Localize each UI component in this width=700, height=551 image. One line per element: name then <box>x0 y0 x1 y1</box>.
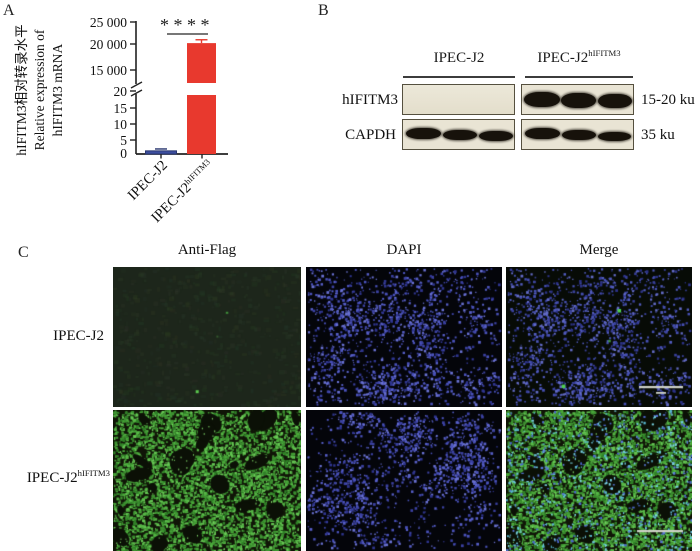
x-label-ipec-j2: IPEC-J2 <box>125 158 171 204</box>
panel-c-label: C <box>18 244 29 261</box>
blot-band <box>598 94 632 108</box>
blot-group-header-hifitm3-sup: hIFITM3 <box>588 48 621 58</box>
row-label-hifitm3-sup: hIFITM3 <box>77 468 110 478</box>
blot-band <box>524 92 560 107</box>
row-label-ipec-j2-text: IPEC-J2 <box>53 328 104 344</box>
micrograph-merge-ipec-j2 <box>506 267 692 407</box>
blot-hifitm3-ipec-j2-hifitm3 <box>521 84 634 115</box>
row-label-hifitm3-base: IPEC-J2 <box>26 470 78 486</box>
blot-group-header-hifitm3-base: IPEC-J2 <box>537 50 589 66</box>
blot-hifitm3-ipec-j2 <box>402 84 515 115</box>
bar-chart: hIFITM3相对转录水平 Relative expression of hIF… <box>14 15 228 226</box>
blot-size-label-15-20ku: 15-20 ku <box>641 92 695 108</box>
micrograph-merge-ipec-j2-hifitm3 <box>506 410 692 551</box>
y-axis-label-line-3: hIFITM3 mRNA <box>50 43 65 136</box>
micrograph-dapi-ipec-j2 <box>306 267 502 407</box>
y-tick-label-lower-4: 20 <box>114 84 128 99</box>
y-tick-label-lower-2: 10 <box>114 117 128 132</box>
y-axis-label-line-1: hIFITM3相对转录水平 <box>14 24 29 155</box>
blot-group-underline-right <box>525 76 633 78</box>
blot-band <box>406 128 441 139</box>
blot-band <box>525 128 560 139</box>
bar-ipec-j2-hifitm3-lower <box>187 95 216 154</box>
column-header-anti-flag: Anti-Flag <box>177 242 237 258</box>
blot-band <box>561 93 596 108</box>
blot-group-header-ipec-j2-text: IPEC-J2 <box>433 50 485 66</box>
axis-break-slash-2 <box>130 89 143 97</box>
blot-row-label-hifitm3: hIFITM3 <box>342 92 398 108</box>
blot-size-label-35ku: 35 ku <box>641 127 675 143</box>
bar-ipec-j2-hifitm3-upper <box>187 43 216 83</box>
y-axis-label-line-2: Relative expression of <box>32 29 47 150</box>
y-tick-label-lower-3: 15 <box>114 101 128 116</box>
blot-capdh-ipec-j2 <box>402 119 515 150</box>
blot-capdh-ipec-j2-hifitm3 <box>521 119 634 150</box>
blot-band <box>443 130 477 140</box>
blot-band <box>598 132 631 141</box>
panel-a-label: A <box>3 2 15 19</box>
blot-group-underline-left <box>403 76 515 78</box>
panel-b-label: B <box>318 2 329 19</box>
column-header-merge: Merge <box>579 242 619 258</box>
significance-stars: **** <box>160 15 214 35</box>
y-axis-label: hIFITM3相对转录水平 Relative expression of hIF… <box>14 24 65 155</box>
blot-band <box>562 130 596 140</box>
y-tick-label-lower-0: 0 <box>120 146 127 161</box>
axis-break-slash-1 <box>130 81 143 89</box>
blot-group-header-ipec-j2-hifitm3: IPEC-J2hIFITM3 <box>523 48 635 67</box>
micrograph-dapi-ipec-j2-hifitm3 <box>306 410 502 551</box>
y-tick-label-upper-2: 25 000 <box>90 15 127 30</box>
blot-row-label-capdh: CAPDH <box>345 127 396 143</box>
row-label-ipec-j2: IPEC-J2 <box>18 328 104 345</box>
y-tick-label-upper-1: 20 000 <box>90 37 127 52</box>
micrograph-antiflag-ipec-j2 <box>113 267 301 407</box>
y-tick-label-lower-1: 5 <box>120 133 127 148</box>
row-label-ipec-j2-hifitm3: IPEC-J2hIFITM3 <box>4 468 110 487</box>
y-tick-label-upper-0: 15 000 <box>90 63 127 78</box>
micrograph-antiflag-ipec-j2-hifitm3 <box>113 410 301 551</box>
blot-group-header-ipec-j2: IPEC-J2 <box>403 50 515 67</box>
column-header-dapi: DAPI <box>386 242 422 258</box>
blot-band <box>479 131 513 141</box>
bar-ipec-j2 <box>145 150 177 155</box>
